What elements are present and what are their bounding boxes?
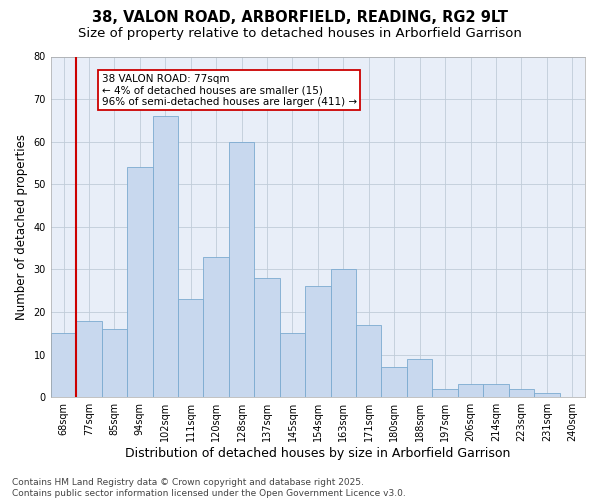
Bar	[534, 393, 560, 397]
Bar	[407, 359, 433, 397]
Bar	[203, 256, 229, 397]
Bar	[280, 334, 305, 397]
Bar	[356, 325, 382, 397]
Text: Size of property relative to detached houses in Arborfield Garrison: Size of property relative to detached ho…	[78, 28, 522, 40]
Bar	[101, 329, 127, 397]
Bar	[152, 116, 178, 397]
Bar	[483, 384, 509, 397]
Text: Contains HM Land Registry data © Crown copyright and database right 2025.
Contai: Contains HM Land Registry data © Crown c…	[12, 478, 406, 498]
Bar	[127, 167, 152, 397]
X-axis label: Distribution of detached houses by size in Arborfield Garrison: Distribution of detached houses by size …	[125, 447, 511, 460]
Bar	[509, 388, 534, 397]
Bar	[433, 388, 458, 397]
Bar	[178, 300, 203, 397]
Bar	[382, 368, 407, 397]
Bar	[76, 320, 101, 397]
Bar	[229, 142, 254, 397]
Bar	[458, 384, 483, 397]
Text: 38 VALON ROAD: 77sqm
← 4% of detached houses are smaller (15)
96% of semi-detach: 38 VALON ROAD: 77sqm ← 4% of detached ho…	[101, 74, 357, 106]
Y-axis label: Number of detached properties: Number of detached properties	[15, 134, 28, 320]
Bar	[51, 334, 76, 397]
Bar	[331, 270, 356, 397]
Bar	[305, 286, 331, 397]
Text: 38, VALON ROAD, ARBORFIELD, READING, RG2 9LT: 38, VALON ROAD, ARBORFIELD, READING, RG2…	[92, 10, 508, 25]
Bar	[254, 278, 280, 397]
